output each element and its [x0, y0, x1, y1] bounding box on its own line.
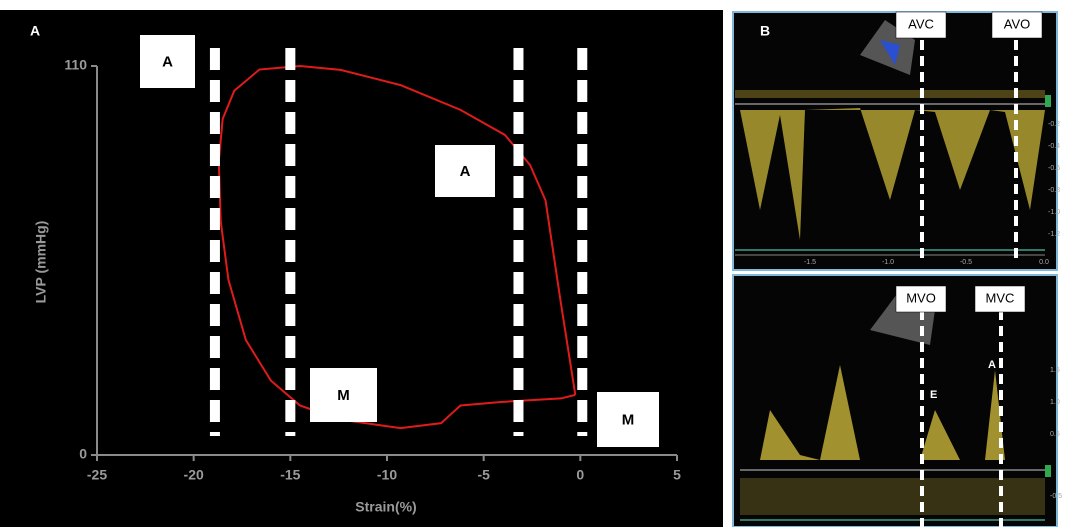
doppler-tick: -1.0	[882, 259, 894, 266]
x-tick-label: 5	[673, 467, 681, 483]
panel-label: B	[760, 23, 770, 39]
doppler-tick: -0.8	[1048, 187, 1060, 194]
event-label: AVC	[908, 16, 934, 31]
doppler-tick: 1.0	[1050, 399, 1060, 406]
doppler-tick: 0.5	[1050, 431, 1060, 438]
event-label: MVC	[986, 290, 1015, 305]
doppler-tick: -0.4	[1048, 143, 1060, 150]
wave-label: E	[930, 389, 937, 401]
annotation-label: M	[622, 411, 635, 428]
y-tick-label: 0	[79, 446, 87, 462]
y-tick-label: 110	[64, 57, 87, 73]
doppler-top	[733, 12, 1057, 270]
doppler-tick: -0.5	[1050, 493, 1062, 500]
doppler-bottom	[733, 275, 1057, 527]
x-tick-label: -10	[377, 467, 397, 483]
doppler-tick: -0.6	[1048, 165, 1060, 172]
panel-a-background	[0, 10, 723, 527]
doppler-tick: -1.5	[804, 259, 816, 266]
doppler-tick: -0.5	[960, 259, 972, 266]
doppler-tick: 0.0	[1039, 259, 1049, 266]
doppler-tick: -0.2	[1048, 121, 1060, 128]
x-tick-label: -5	[477, 467, 490, 483]
doppler-tick: -1.2	[1048, 231, 1060, 238]
doppler-tick: -1.0	[1048, 209, 1060, 216]
event-label: AVO	[1004, 16, 1031, 31]
panel-label: A	[30, 23, 40, 39]
y-axis-label: LVP (mmHg)	[33, 221, 49, 304]
annotation-label: M	[337, 387, 350, 404]
doppler-tick: 1.5	[1050, 367, 1060, 374]
x-tick-label: -20	[184, 467, 204, 483]
figure: A Strain(%) LVP (mmHg) B AVC AVO MVO MVC…	[0, 0, 1068, 527]
annotation-label: A	[162, 53, 173, 70]
annotation-label: A	[460, 163, 471, 180]
x-axis-label: Strain(%)	[355, 499, 416, 515]
wave-label: A	[988, 359, 996, 371]
event-label: MVO	[906, 290, 936, 305]
x-tick-label: 0	[576, 467, 584, 483]
x-tick-label: -15	[280, 467, 300, 483]
x-tick-label: -25	[87, 467, 107, 483]
